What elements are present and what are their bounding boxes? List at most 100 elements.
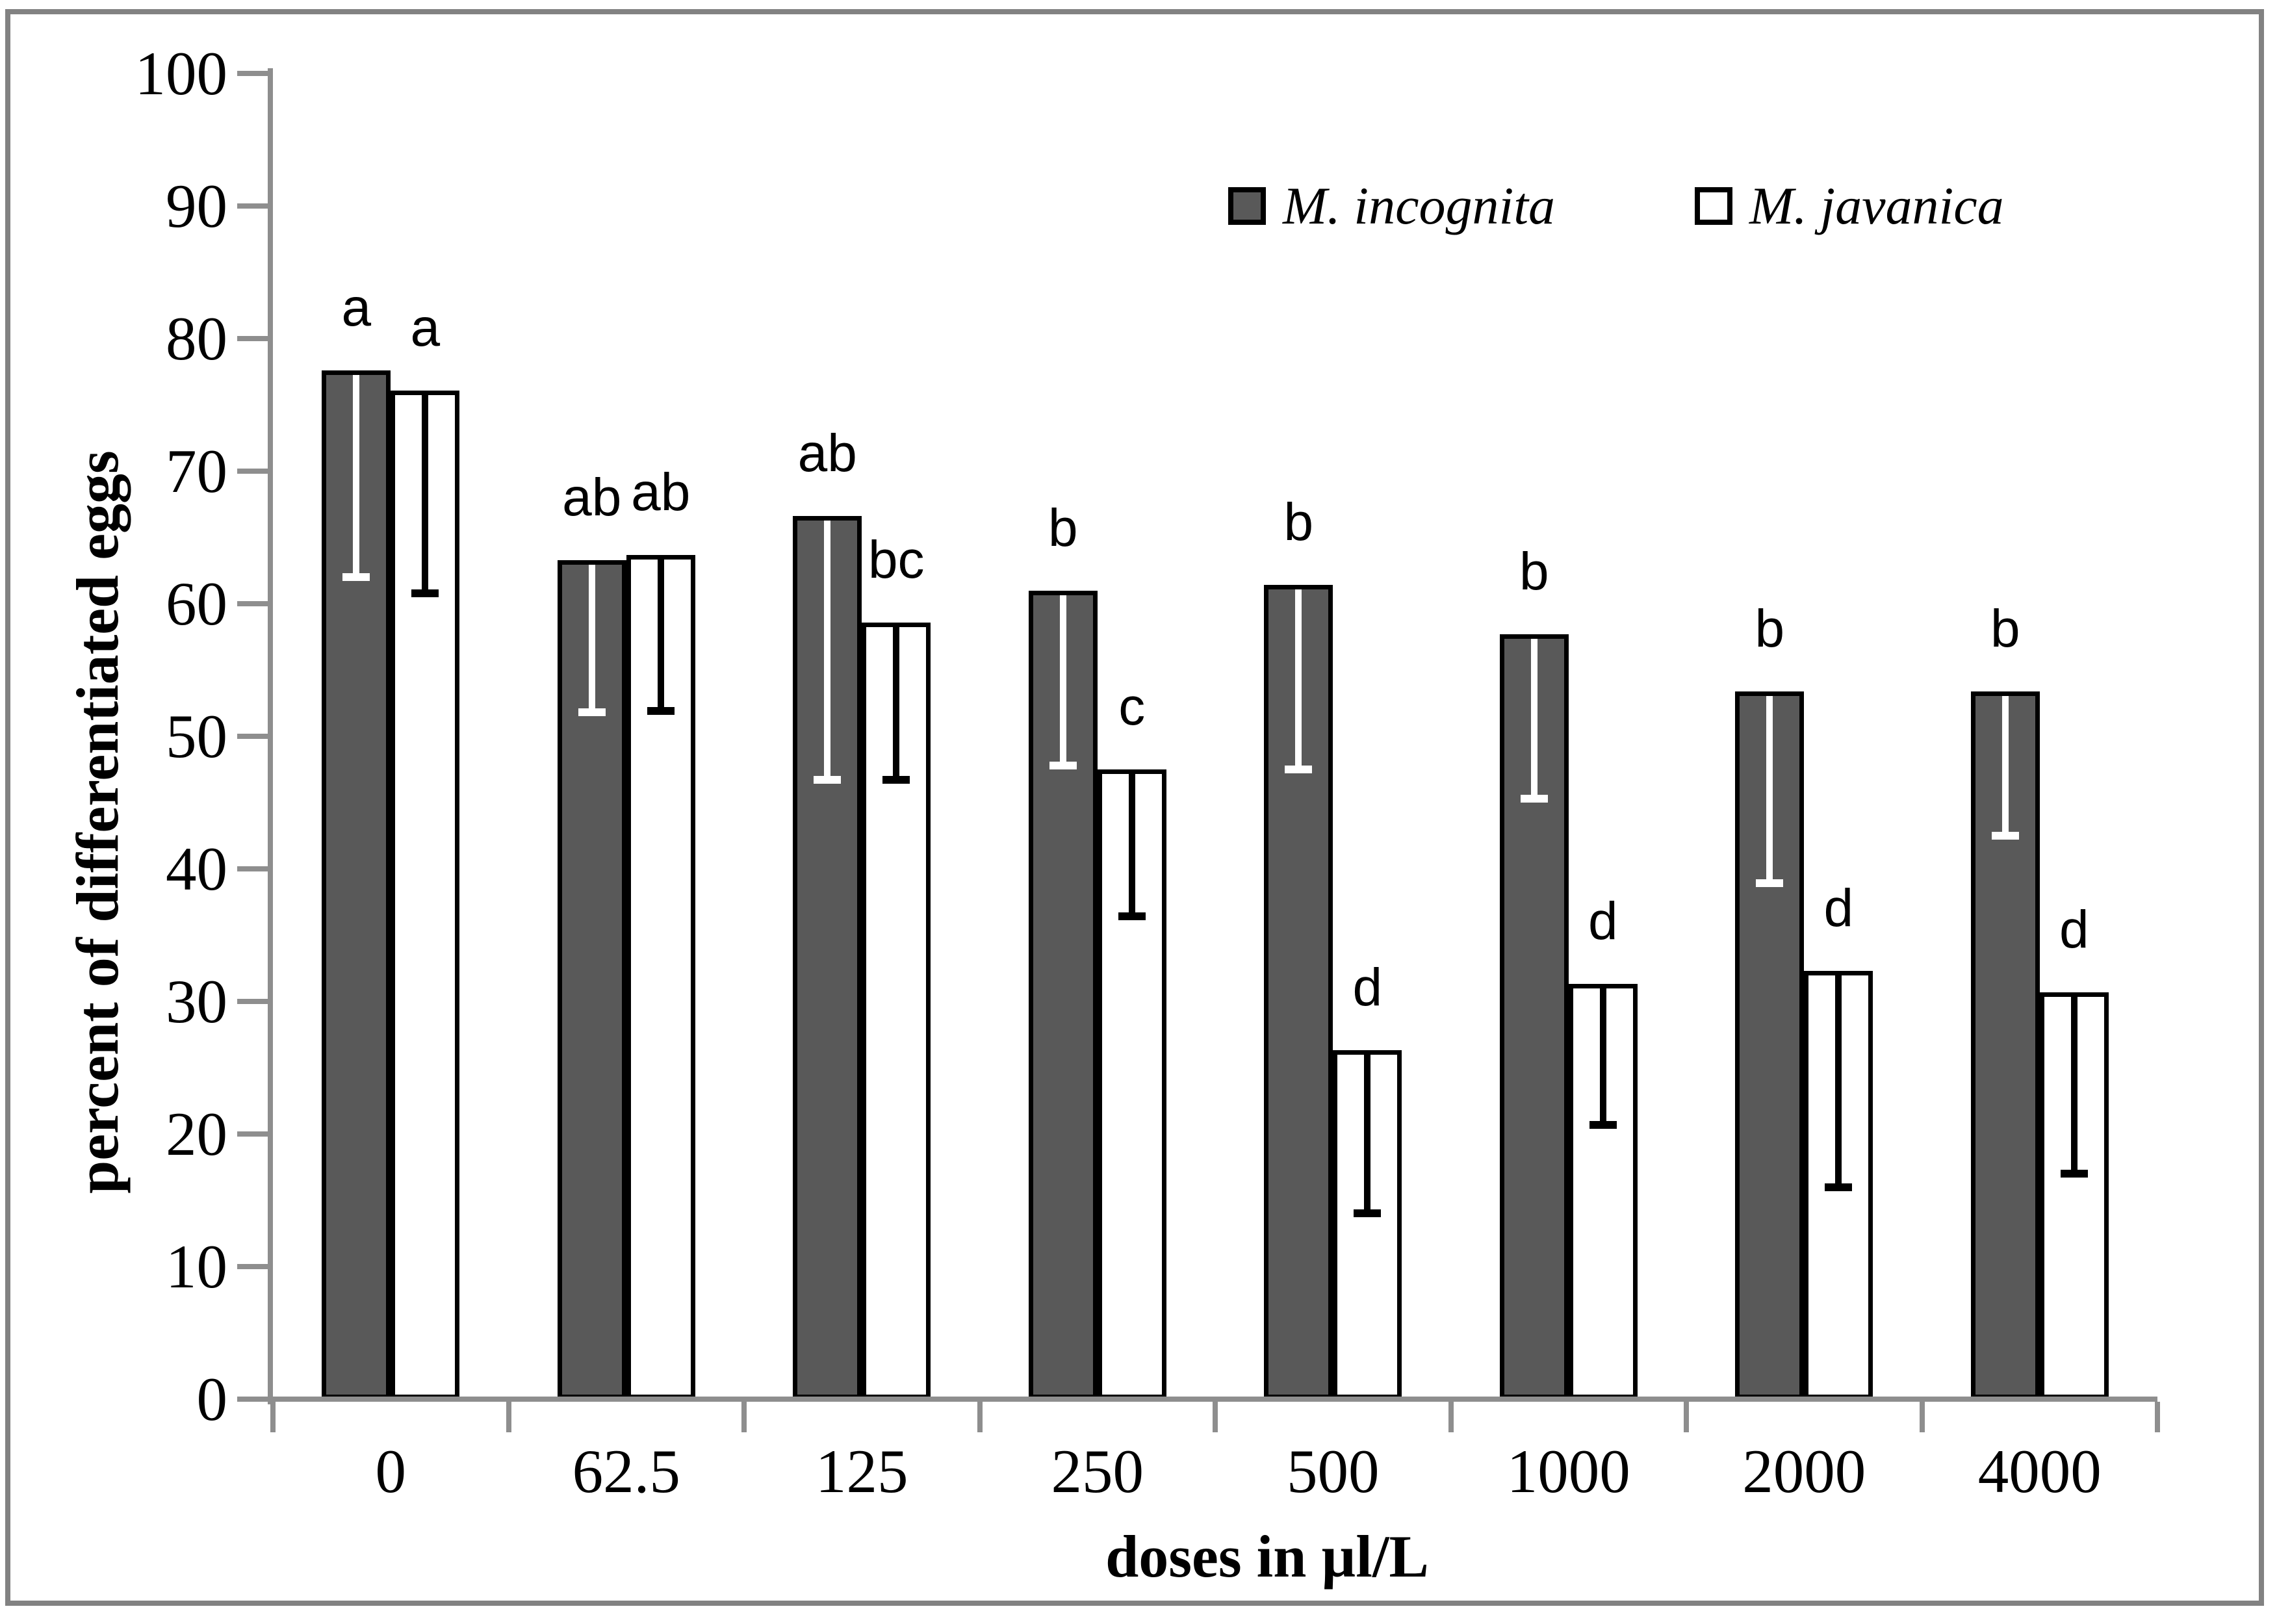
significance-letter-0-1000: b xyxy=(1519,541,1549,601)
x-category-label-62.5: 62.5 xyxy=(572,1437,680,1506)
error-bar-line-1-62.5 xyxy=(657,559,664,710)
error-bar-line-1-500 xyxy=(1364,1055,1371,1213)
y-tick-90 xyxy=(237,203,268,209)
legend-label-incognita: M. incognita xyxy=(1283,176,1556,235)
error-bar-line-0-62.5 xyxy=(588,564,595,712)
bar-incognita-62.5 xyxy=(557,560,626,1399)
error-bar-line-1-1000 xyxy=(1599,988,1606,1124)
error-bar-line-0-0 xyxy=(353,374,360,576)
error-bar-line-1-0 xyxy=(422,394,429,592)
error-bar-line-1-4000 xyxy=(2070,996,2078,1173)
y-tick-40 xyxy=(237,866,268,871)
error-bar-cap-1-1000 xyxy=(1589,1120,1617,1129)
error-bar-line-0-2000 xyxy=(1766,695,1773,883)
y-tick-label-70: 70 xyxy=(166,437,227,506)
x-tick-1 xyxy=(506,1402,511,1432)
significance-letter-0-125: ab xyxy=(797,424,857,483)
x-category-label-4000: 4000 xyxy=(1977,1437,2102,1506)
y-tick-label-100: 100 xyxy=(135,39,228,108)
error-bar-cap-1-62.5 xyxy=(647,707,675,715)
x-category-label-500: 500 xyxy=(1287,1437,1380,1506)
y-tick-50 xyxy=(237,734,268,739)
x-tick-2 xyxy=(741,1402,747,1432)
y-tick-10 xyxy=(237,1264,268,1269)
error-bar-cap-1-4000 xyxy=(2060,1170,2088,1178)
error-bar-cap-1-250 xyxy=(1118,912,1146,921)
error-bar-cap-0-250 xyxy=(1049,761,1077,769)
significance-letter-0-62.5: ab xyxy=(562,467,622,527)
x-tick-6 xyxy=(1684,1402,1689,1432)
x-tick-7 xyxy=(1919,1402,1925,1432)
x-tick-3 xyxy=(977,1402,983,1432)
error-bar-cap-1-500 xyxy=(1354,1209,1382,1218)
bar-incognita-125 xyxy=(793,516,862,1399)
significance-letter-0-500: b xyxy=(1283,493,1314,552)
x-category-label-0: 0 xyxy=(375,1437,407,1506)
error-bar-line-1-250 xyxy=(1128,774,1135,916)
significance-letter-1-500: d xyxy=(1352,958,1383,1018)
error-bar-cap-1-125 xyxy=(882,776,910,784)
error-bar-cap-0-0 xyxy=(342,573,370,582)
error-bar-cap-0-4000 xyxy=(1991,832,2019,840)
y-tick-label-50: 50 xyxy=(166,702,227,771)
y-tick-60 xyxy=(237,601,268,606)
y-tick-label-10: 10 xyxy=(166,1232,227,1301)
significance-letter-0-4000: b xyxy=(1990,599,2020,658)
significance-letter-1-62.5: ab xyxy=(631,462,691,522)
x-tick-5 xyxy=(1448,1402,1454,1432)
y-tick-label-20: 20 xyxy=(166,1100,227,1168)
x-category-label-2000: 2000 xyxy=(1742,1437,1866,1506)
significance-letter-0-2000: b xyxy=(1755,599,1785,658)
y-tick-label-60: 60 xyxy=(166,569,227,638)
significance-letter-1-2000: d xyxy=(1823,879,1854,938)
figure-border xyxy=(5,9,2264,1606)
error-bar-line-1-125 xyxy=(893,626,900,779)
x-category-label-125: 125 xyxy=(816,1437,908,1506)
legend-label-javanica: M. javanica xyxy=(1749,176,2004,235)
error-bar-line-0-125 xyxy=(824,521,831,779)
legend-item-javanica: M. javanica xyxy=(1695,177,2004,235)
error-bar-cap-0-2000 xyxy=(1756,879,1784,888)
y-tick-label-90: 90 xyxy=(166,172,227,240)
error-bar-cap-0-62.5 xyxy=(578,708,606,717)
x-tick-8 xyxy=(2155,1402,2160,1432)
x-category-label-250: 250 xyxy=(1051,1437,1144,1506)
x-axis-line xyxy=(268,1397,2157,1402)
error-bar-cap-1-2000 xyxy=(1825,1183,1853,1191)
x-axis-title: doses in µl/L xyxy=(1105,1523,1429,1590)
error-bar-line-1-2000 xyxy=(1835,975,1842,1186)
x-category-label-1000: 1000 xyxy=(1506,1437,1630,1506)
error-bar-line-0-250 xyxy=(1059,595,1066,764)
error-bar-line-0-1000 xyxy=(1530,638,1537,797)
y-tick-label-40: 40 xyxy=(166,834,227,903)
y-tick-30 xyxy=(237,999,268,1004)
significance-letter-1-125: bc xyxy=(868,530,925,589)
error-bar-line-0-4000 xyxy=(2001,695,2009,834)
x-tick-0 xyxy=(270,1402,276,1432)
error-bar-cap-0-500 xyxy=(1285,766,1313,773)
legend-swatch-javanica xyxy=(1695,187,1732,225)
error-bar-cap-0-1000 xyxy=(1520,794,1548,803)
y-tick-0 xyxy=(237,1397,268,1402)
y-tick-80 xyxy=(237,336,268,341)
legend-item-incognita: M. incognita xyxy=(1228,177,1555,235)
y-tick-label-80: 80 xyxy=(166,304,227,373)
y-tick-20 xyxy=(237,1131,268,1137)
significance-letter-1-4000: d xyxy=(2059,899,2089,959)
error-bar-cap-0-125 xyxy=(814,776,842,784)
error-bar-cap-1-0 xyxy=(411,589,439,597)
y-tick-label-30: 30 xyxy=(166,967,227,1036)
significance-letter-1-1000: d xyxy=(1588,892,1618,951)
y-tick-100 xyxy=(237,71,268,76)
significance-letter-1-0: a xyxy=(410,298,441,357)
y-tick-label-0: 0 xyxy=(196,1365,228,1434)
significance-letter-0-0: a xyxy=(341,277,372,337)
y-tick-70 xyxy=(237,469,268,474)
x-tick-4 xyxy=(1213,1402,1218,1432)
y-axis-line xyxy=(268,68,273,1404)
legend-swatch-incognita xyxy=(1228,187,1266,225)
significance-letter-0-250: b xyxy=(1048,498,1078,558)
significance-letter-1-250: c xyxy=(1118,677,1146,736)
error-bar-line-0-500 xyxy=(1295,589,1302,768)
